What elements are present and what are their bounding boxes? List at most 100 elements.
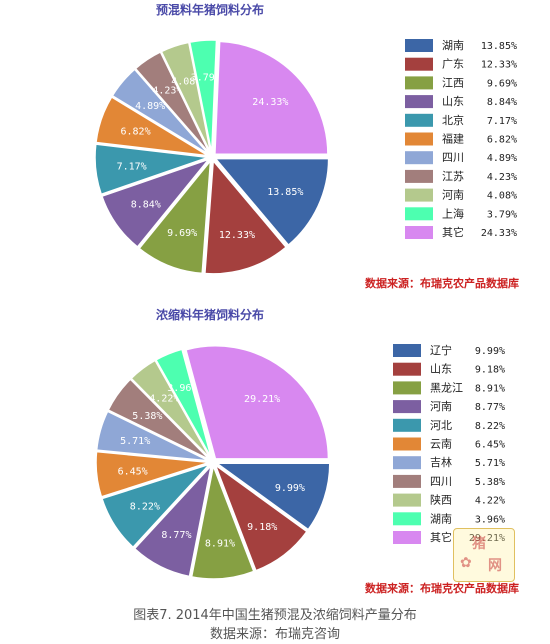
slice-label: 3.79% xyxy=(191,72,221,83)
slice-label: 8.84% xyxy=(131,199,161,210)
legend-value: 5.38% xyxy=(475,477,505,488)
legend-value: 9.99% xyxy=(475,346,505,357)
legend-value: 4.22% xyxy=(475,496,505,507)
legend-swatch xyxy=(405,76,433,90)
pie-slice xyxy=(204,158,288,275)
slice-label: 6.45% xyxy=(118,467,148,478)
slice-label: 5.38% xyxy=(132,411,162,422)
legend-value: 6.82% xyxy=(487,135,517,146)
legend-swatch xyxy=(393,474,421,488)
legend-value: 29.21% xyxy=(469,533,505,544)
legend-swatch xyxy=(393,531,421,544)
legend-swatch xyxy=(405,226,433,239)
pie-slice xyxy=(214,157,330,247)
slice-label: 24.33% xyxy=(252,97,288,108)
legend-label: 云南 xyxy=(430,438,452,451)
legend-value: 5.71% xyxy=(475,458,505,469)
legend-label: 河南 xyxy=(430,400,452,413)
legend-value: 3.79% xyxy=(487,209,517,220)
legend-value: 8.91% xyxy=(475,383,505,394)
slice-label: 8.77% xyxy=(161,530,191,541)
legend-swatch xyxy=(405,113,433,127)
legend-value: 6.45% xyxy=(475,440,505,451)
pie-slice xyxy=(188,39,218,154)
slice-label: 9.99% xyxy=(275,483,305,494)
slice-label: 8.91% xyxy=(205,539,235,550)
legend-swatch xyxy=(405,188,433,202)
legend-swatch xyxy=(393,381,421,395)
watermark-logo: 猪 ✿ 网 xyxy=(453,528,515,582)
slice-label: 4.22% xyxy=(149,393,179,404)
legend-swatch xyxy=(393,493,421,507)
legend-value: 3.96% xyxy=(475,514,505,525)
legend-label: 陕西 xyxy=(430,493,452,507)
pie-slice xyxy=(111,68,210,156)
slice-label: 9.18% xyxy=(247,522,277,533)
slice-label: 4.08% xyxy=(171,76,201,87)
legend-value: 8.77% xyxy=(475,402,505,413)
legend-swatch xyxy=(405,207,433,221)
pie-slice xyxy=(154,348,213,459)
legend-label: 江西 xyxy=(442,76,464,89)
legend-value: 8.84% xyxy=(487,97,517,108)
legend-label: 四川 xyxy=(430,475,452,488)
slice-label: 3.96% xyxy=(167,383,197,394)
premix-chart: 预混料年猪饲料分布 13.85% 12.33% 9.69% 8.84% 7.17% 6.82… xyxy=(0,0,550,300)
legend-swatch xyxy=(405,95,433,109)
legend-swatch xyxy=(405,169,433,183)
pie-slice xyxy=(160,41,212,154)
legend-value: 4.23% xyxy=(487,172,517,183)
chart-title: 预混料年猪饲料分布 xyxy=(156,2,264,17)
legend-value: 9.18% xyxy=(475,365,505,376)
slice-label: 4.23% xyxy=(152,86,182,97)
pie-slice xyxy=(133,463,213,578)
legend-label: 山东 xyxy=(442,95,464,108)
legend-swatch xyxy=(393,418,421,432)
legend-label: 北京 xyxy=(442,113,464,127)
legend-swatch xyxy=(393,456,421,470)
legend-label: 湖南 xyxy=(430,512,452,525)
legend-value: 8.22% xyxy=(475,421,505,432)
legend-swatch xyxy=(393,362,421,376)
pie-slice xyxy=(190,463,255,580)
legend-label: 江苏 xyxy=(442,170,464,183)
legend-swatch xyxy=(393,437,421,451)
legend-swatch xyxy=(393,344,421,357)
slice-label: 6.82% xyxy=(121,127,151,138)
legend-value: 13.85% xyxy=(481,41,517,52)
slice-label: 7.17% xyxy=(117,162,147,173)
pie-slice xyxy=(214,462,331,531)
legend-swatch xyxy=(405,151,433,165)
pie-slice xyxy=(213,463,308,572)
legend-swatch xyxy=(393,400,421,414)
legend-label: 吉林 xyxy=(430,455,452,469)
figure-caption: 图表7. 2014年中国生猪预混及浓缩饲料产量分布 xyxy=(133,608,417,623)
legend-value: 9.69% xyxy=(487,78,517,89)
slice-label: 9.69% xyxy=(167,228,197,239)
legend-label: 河北 xyxy=(430,419,452,432)
legend-value: 7.17% xyxy=(487,116,517,127)
chart-source: 数据来源：布瑞克农产品数据库 xyxy=(365,276,519,290)
legend-label: 福建 xyxy=(442,132,464,146)
legend-label: 上海 xyxy=(442,206,464,220)
legend-swatch xyxy=(393,512,421,526)
legend-swatch xyxy=(405,132,433,146)
slice-label: 8.22% xyxy=(130,501,160,512)
legend-value: 4.89% xyxy=(487,153,517,164)
pie-slice xyxy=(95,450,210,498)
chart-title: 浓缩料年猪饲料分布 xyxy=(156,307,264,322)
legend-value: 4.08% xyxy=(487,191,517,202)
slice-label: 29.21% xyxy=(244,394,280,405)
concentrate-pie-svg: 浓缩料年猪饲料分布 9.99% 9.18% 8.91% 8.77% 8.22% 6.45% 5… xyxy=(95,307,519,595)
legend-label: 其它 xyxy=(430,530,452,544)
pie-slice xyxy=(95,410,210,462)
pie-slice xyxy=(100,157,211,249)
legend-label: 河南 xyxy=(442,189,464,202)
pie-slice xyxy=(101,462,213,549)
slice-label: 12.33% xyxy=(219,230,255,241)
legend-label: 山东 xyxy=(430,363,452,376)
figure-source: 数据来源：布瑞克咨询 xyxy=(209,627,340,642)
slice-label: 5.71% xyxy=(120,436,150,447)
legend-swatch xyxy=(405,39,433,52)
pie-slice xyxy=(94,143,209,196)
